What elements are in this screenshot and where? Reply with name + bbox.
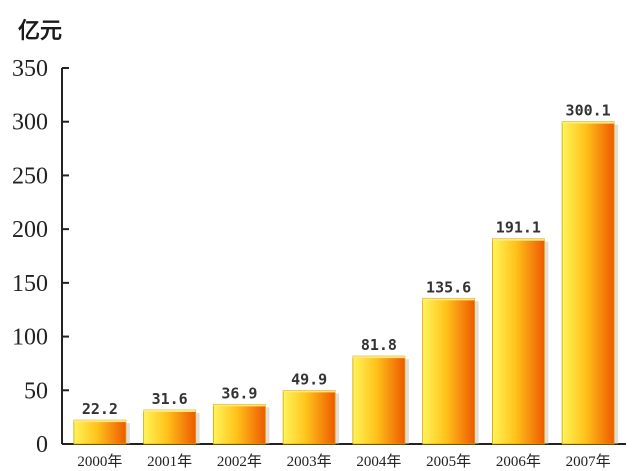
x-tick-label: 2007年 [566,453,611,470]
y-tick-label: 200 [12,217,48,243]
y-tick-label: 100 [12,325,48,351]
data-label: 31.6 [152,390,188,408]
data-label: 191.1 [496,219,541,237]
bar [491,238,545,445]
data-label: 300.1 [566,102,611,120]
data-label: 135.6 [426,278,471,296]
plot-area: 0 50 100 150 200 250 300 350 22.2 2000年 31.6 2001年 3… [12,56,626,470]
bar [561,121,615,445]
x-tick-label: 2004年 [356,453,401,470]
y-tick-label: 250 [12,163,48,189]
x-tick-label: 2002年 [217,453,262,470]
bar [422,297,476,445]
x-tick-label: 2000年 [77,453,122,470]
x-tick-label: 2001年 [147,453,192,470]
data-label: 81.8 [361,336,397,354]
y-unit-label: 亿元 [18,18,62,44]
bar [73,419,127,445]
y-tick-label: 300 [12,110,48,136]
y-tick-label: 150 [12,271,48,297]
bar [282,389,336,445]
data-label: 36.9 [221,384,257,402]
data-label: 22.2 [82,400,118,418]
bar [352,355,406,445]
bar [143,409,197,445]
data-label: 49.9 [291,370,327,388]
y-tick-label: 350 [12,56,48,82]
x-tick-label: 2006年 [496,453,541,470]
y-tick-label: 0 [36,432,48,458]
bar [212,403,266,445]
x-tick-label: 2003年 [287,453,332,470]
x-tick-label: 2005年 [426,453,471,470]
y-tick-label: 50 [24,378,48,404]
